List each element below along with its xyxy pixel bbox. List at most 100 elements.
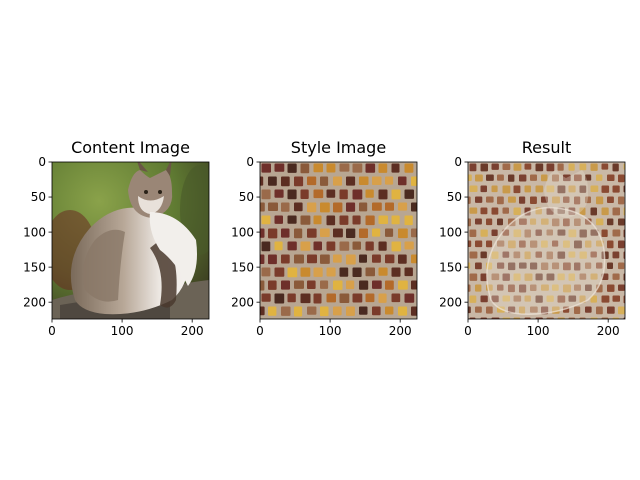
mosaic-tile: [431, 190, 440, 200]
mosaic-tile: [607, 174, 615, 181]
mosaic-tile: [568, 185, 576, 193]
mosaic-tile: [294, 306, 303, 317]
mosaic-tile: [459, 252, 465, 259]
mosaic-tile: [274, 293, 285, 304]
mosaic-tile: [524, 185, 531, 193]
mosaic-tile: [378, 267, 388, 276]
mosaic-tile: [437, 203, 445, 212]
mosaic-tile: [524, 273, 533, 281]
mosaic-tile: [629, 219, 637, 226]
mosaic-tile: [552, 240, 559, 247]
mosaic-tile: [480, 317, 487, 319]
mosaic-tile: [333, 202, 343, 213]
mosaic-tile: [607, 196, 614, 203]
mosaic-tile: [281, 176, 290, 187]
mosaic-tile: [431, 216, 441, 226]
panel-title: Result: [522, 138, 571, 157]
y-tick-label: 100: [439, 225, 462, 239]
mosaic-tile: [281, 254, 290, 264]
mosaic-tile: [346, 202, 356, 212]
mosaic-tile: [535, 295, 543, 303]
y-tick-label: 50: [239, 190, 254, 204]
mosaic-tile: [307, 176, 317, 186]
mosaic-tile: [391, 215, 400, 225]
mosaic-tile: [365, 163, 376, 173]
mosaic-tile: [300, 241, 311, 251]
mosaic-tile: [300, 267, 311, 277]
mosaic-tile: [333, 254, 342, 263]
mosaic-tile: [385, 176, 394, 185]
mosaic-tile: [385, 280, 394, 290]
mosaic-tile: [530, 240, 538, 248]
mosaic-tile: [508, 306, 516, 313]
mosaic-tile: [623, 207, 625, 216]
mosaic-tile: [352, 215, 361, 225]
axes-frame: [467, 161, 626, 320]
mosaic-tile: [579, 273, 587, 280]
mosaic-tile: [365, 267, 375, 277]
mosaic-tile: [307, 202, 317, 213]
axes-frame: [259, 161, 418, 320]
mosaic-tile: [519, 306, 526, 314]
mosaic-tile: [260, 202, 265, 212]
y-axis: 0 50 100 150 200: [231, 155, 260, 309]
x-tick-label: 200: [597, 324, 620, 338]
mosaic-tile: [557, 229, 566, 236]
mosaic-tile: [574, 174, 582, 182]
y-tick-label: 150: [439, 260, 462, 274]
mosaic-tile: [437, 281, 447, 291]
mosaic-tile: [568, 229, 577, 238]
mosaic-tile: [294, 228, 303, 239]
mosaic-tile: [411, 333, 421, 343]
mosaic-tile: [274, 189, 284, 198]
mosaic-tile: [326, 215, 336, 226]
mosaic-tile: [623, 251, 625, 259]
mosaic-tile: [519, 284, 527, 293]
mosaic-tile: [618, 284, 625, 291]
mosaic-tile: [568, 163, 575, 171]
mosaic-tile: [468, 240, 472, 247]
mosaic-tile: [590, 251, 597, 258]
mosaic-tile: [418, 190, 428, 200]
mosaic-tile: [546, 229, 553, 236]
x-tick-label: 200: [181, 324, 204, 338]
x-axis: 0 100 200: [256, 319, 412, 338]
mosaic-tile: [590, 163, 598, 171]
mosaic-tile: [274, 215, 283, 224]
mosaic-tile: [502, 163, 511, 170]
mosaic-tile: [491, 163, 499, 170]
mosaic-tile: [352, 267, 362, 277]
mosaic-tile: [535, 185, 544, 193]
mosaic-tile: [574, 196, 581, 205]
mosaic-tile: [629, 263, 636, 271]
mosaic-tile: [300, 293, 311, 304]
mosaic-tile: [535, 229, 542, 236]
mosaic-tile: [398, 306, 408, 316]
mosaic-tile: [475, 306, 482, 313]
y-tick-label: 200: [23, 295, 46, 309]
mosaic-tile: [391, 189, 401, 200]
mosaic-tile: [418, 320, 427, 328]
mosaic-tile: [346, 333, 356, 341]
mosaic-tile: [261, 267, 271, 277]
mosaic-tile: [346, 176, 356, 186]
mosaic-tile: [563, 218, 570, 227]
mosaic-tile: [365, 241, 374, 251]
mosaic-tile: [585, 306, 592, 313]
mosaic-tile: [359, 202, 368, 212]
mosaic-tile: [333, 228, 343, 238]
mosaic-tile: [563, 284, 571, 293]
mosaic-tile: [574, 218, 581, 226]
mosaic-tile: [480, 295, 488, 303]
mosaic-tile: [372, 228, 381, 237]
mosaic-tile: [281, 280, 290, 290]
mosaic-tile: [418, 164, 427, 173]
mosaic-tile: [491, 251, 499, 259]
mosaic-tile: [475, 240, 483, 248]
mosaic-tile: [618, 218, 625, 226]
mosaic-tile: [601, 207, 609, 216]
x-tick-label: 0: [256, 324, 264, 338]
mosaic-tile: [346, 280, 355, 290]
mosaic-tile: [601, 185, 610, 193]
mosaic-tile: [502, 207, 509, 214]
